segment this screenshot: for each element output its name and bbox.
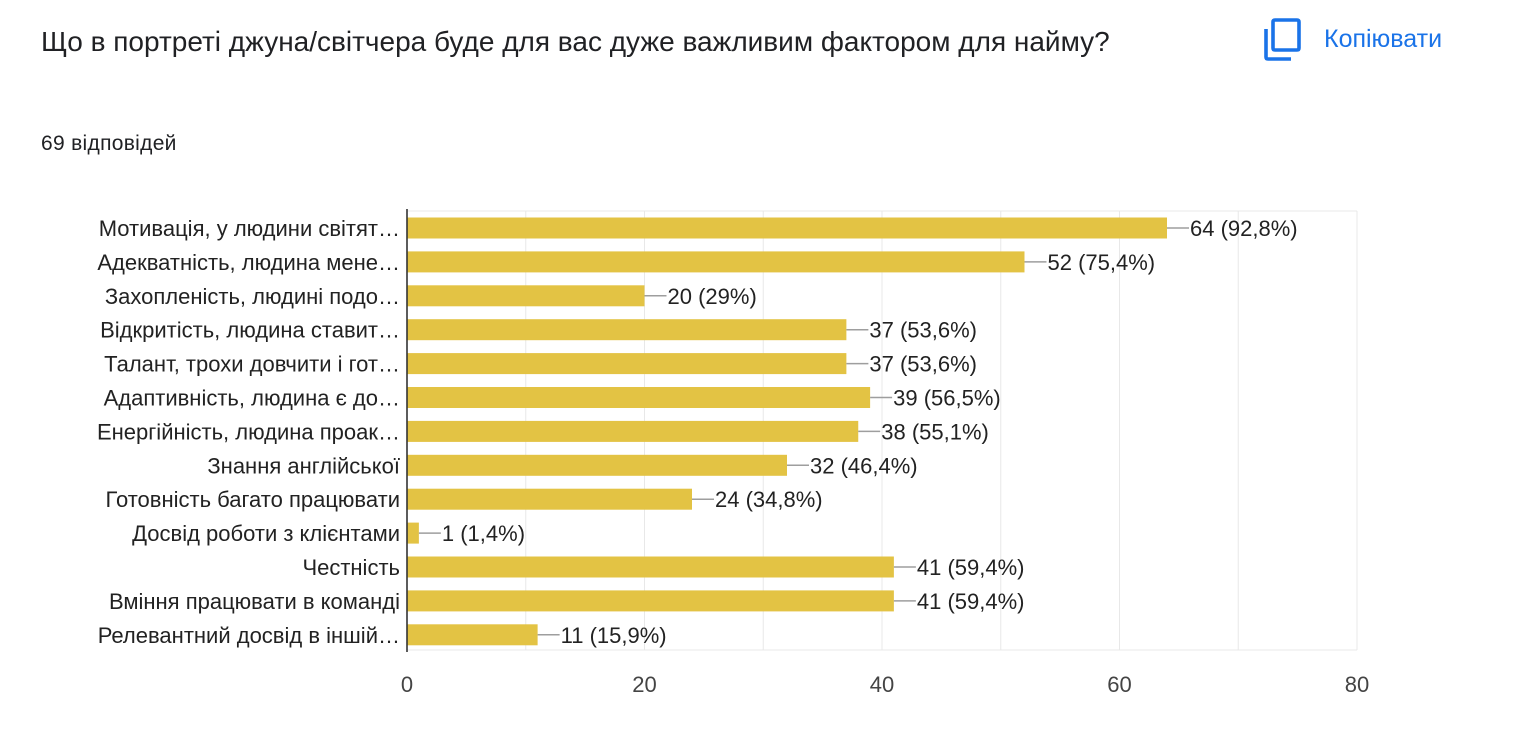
- bar-chart: 64 (92,8%) Мотивація, у людини світят… 52 …: [97, 209, 1369, 697]
- category-label: Честність: [302, 555, 400, 580]
- data-label: 41 (59,4%): [917, 555, 1025, 580]
- bar: [407, 217, 1167, 239]
- category-label: Відкритість, людина ставит…: [100, 318, 400, 343]
- data-label: 37 (53,6%): [869, 352, 977, 377]
- category-label: Енергійність, людина проак…: [97, 419, 400, 444]
- bar: [407, 420, 859, 442]
- category-label: Талант, трохи довчити і гот…: [104, 352, 400, 377]
- data-label: 64 (92,8%): [1190, 216, 1298, 241]
- data-label: 41 (59,4%): [917, 589, 1025, 614]
- copy-label: Копіювати: [1324, 24, 1443, 53]
- bar: [407, 624, 538, 646]
- bar: [407, 488, 692, 510]
- x-tick-label: 40: [870, 672, 894, 697]
- data-label: 37 (53,6%): [869, 318, 977, 343]
- data-label: 24 (34,8%): [715, 487, 823, 512]
- bar: [407, 556, 894, 578]
- category-label: Захопленість, людині подо…: [105, 284, 400, 309]
- copy-button[interactable]: Копіювати: [1262, 14, 1442, 64]
- copy-icon: [1264, 18, 1301, 61]
- data-label: 32 (46,4%): [810, 453, 918, 478]
- data-label: 39 (56,5%): [893, 386, 1001, 411]
- data-label: 11 (15,9%): [561, 623, 667, 648]
- bar: [407, 387, 871, 408]
- category-label: Адекватність, людина мене…: [97, 250, 400, 275]
- bar: [407, 590, 894, 612]
- x-tick-label: 0: [401, 672, 413, 697]
- bar: [407, 251, 1025, 273]
- response-count: 69 відповідей: [41, 132, 177, 155]
- category-label: Релевантний досвід в іншій…: [98, 623, 400, 648]
- category-label: Мотивація, у людини світят…: [99, 216, 400, 241]
- x-tick-label: 20: [632, 672, 656, 697]
- question-title: Що в портреті джуна/світчера буде для ва…: [41, 26, 1110, 57]
- x-tick-label: 80: [1345, 672, 1369, 697]
- bar: [407, 522, 419, 544]
- bar: [407, 319, 847, 341]
- category-label: Готовність багато працювати: [106, 487, 400, 512]
- data-label: 1 (1,4%): [442, 521, 525, 546]
- data-label: 52 (75,4%): [1048, 250, 1156, 275]
- category-label: Знання англійської: [207, 453, 400, 478]
- category-label: Досвід роботи з клієнтами: [132, 521, 400, 546]
- category-label: Адаптивність, людина є до…: [104, 386, 400, 411]
- data-label: 38 (55,1%): [881, 419, 989, 444]
- bar: [407, 285, 645, 307]
- bar: [407, 454, 787, 476]
- data-label: 20 (29%): [668, 284, 757, 309]
- category-label: Вміння працювати в команді: [109, 589, 400, 614]
- bar: [407, 353, 847, 375]
- x-tick-label: 60: [1107, 672, 1131, 697]
